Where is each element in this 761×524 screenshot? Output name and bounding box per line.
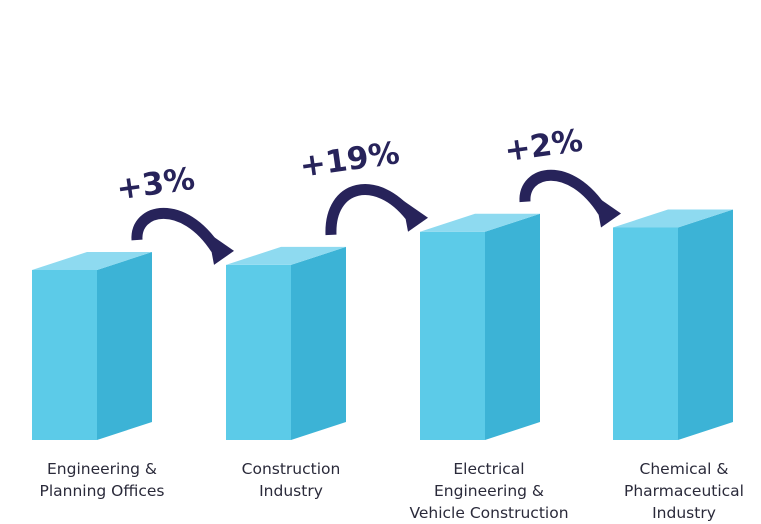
bar-side-3 xyxy=(485,213,540,440)
category-label-line: Vehicle Construction xyxy=(409,504,569,522)
category-label-2: Construction Industry xyxy=(196,458,386,502)
bar-front-4 xyxy=(613,227,678,440)
bar-top-3 xyxy=(420,213,540,232)
growth-arrowhead-3 xyxy=(595,195,621,228)
category-label-line: Engineering & xyxy=(46,460,157,478)
category-label-3: Electrical Engineering & Vehicle Construct… xyxy=(394,458,584,524)
growth-label-3: +2% xyxy=(502,123,585,170)
category-label-line: Industry xyxy=(652,504,716,522)
category-label-line: Chemical & xyxy=(639,460,729,478)
bar-side-1 xyxy=(97,252,152,440)
bar-top-4 xyxy=(613,209,733,228)
growth-arrowhead-2 xyxy=(402,199,428,232)
growth-label-1: +3% xyxy=(114,161,197,208)
category-label-line: Pharmaceutical xyxy=(624,482,744,500)
category-label-line: Engineering & xyxy=(433,482,544,500)
category-label-4: Chemical & Pharmaceutical Industry xyxy=(589,458,761,524)
bar-front-1 xyxy=(32,270,97,440)
category-label-line: Planning Offices xyxy=(39,482,165,500)
category-label-line: Construction xyxy=(241,460,341,478)
growth-arrow-2 xyxy=(325,184,415,236)
growth-arrow-3 xyxy=(519,169,608,215)
bar-top-1 xyxy=(32,252,152,270)
bar-side-4 xyxy=(678,209,733,440)
bar-side-2 xyxy=(291,246,346,440)
bar-top-2 xyxy=(226,246,346,265)
growth-arrowhead-1 xyxy=(208,232,234,265)
growth-label-2: +19% xyxy=(297,135,401,185)
growth-arrow-1 xyxy=(131,207,221,253)
bar-front-3 xyxy=(420,231,485,440)
bar-front-2 xyxy=(226,264,291,440)
category-label-line: Electrical xyxy=(453,460,525,478)
category-label-line: Industry xyxy=(259,482,323,500)
category-label-1: Engineering & Planning Offices xyxy=(7,458,197,502)
